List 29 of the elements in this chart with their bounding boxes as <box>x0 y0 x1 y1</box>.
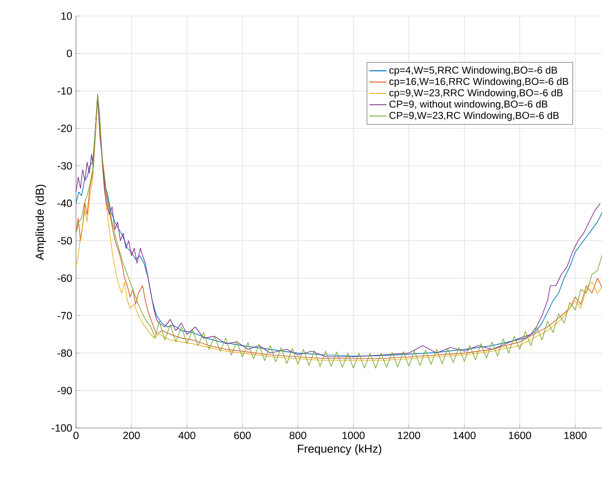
x-tick-label: 1800 <box>564 432 587 440</box>
legend-label: cp=16,W=16,RRC Windowing,BO=-6 dB <box>389 78 568 87</box>
y-tick-label: -90 <box>58 386 72 394</box>
y-axis-title: Amplitude (dB) <box>35 184 46 260</box>
y-tick-label: -40 <box>58 200 72 207</box>
y-tick-label: -50 <box>58 237 72 244</box>
legend-label: cp=9,W=23,RRC Windowing,BO=-6 dB <box>389 88 563 98</box>
legend-label: CP=9, without windowing,BO=-6 dB <box>389 100 548 110</box>
x-tick-label: 1400 <box>453 432 476 440</box>
x-tick-label: 800 <box>290 432 306 440</box>
x-tick-label: 0 <box>73 432 79 440</box>
y-tick-label: -70 <box>58 312 72 320</box>
y-tick-label: -80 <box>58 349 72 357</box>
y-tick-label: -10 <box>58 87 72 95</box>
legend-label: CP=9,W=23,RC Windowing,BO=-6 dB <box>389 112 559 121</box>
x-tick-label: 1200 <box>398 432 420 440</box>
y-tick-label: -30 <box>58 162 72 170</box>
x-tick-label: 600 <box>234 432 251 440</box>
x-tick-label: 200 <box>123 432 140 440</box>
x-tick-label: 1000 <box>342 432 365 440</box>
y-tick-label: -20 <box>58 124 72 132</box>
y-tick-label: -100 <box>52 424 72 432</box>
x-tick-label: 400 <box>178 432 196 440</box>
y-tick-label: 10 <box>61 12 72 20</box>
x-tick-label: 1600 <box>508 432 532 440</box>
y-tick-label: 0 <box>66 50 72 58</box>
x-axis-title: Frequency (kHz) <box>298 444 382 456</box>
legend-label: cp=4,W=5,RRC Windowing,BO=-6 dB <box>389 66 558 76</box>
y-tick-label: -60 <box>58 274 72 282</box>
